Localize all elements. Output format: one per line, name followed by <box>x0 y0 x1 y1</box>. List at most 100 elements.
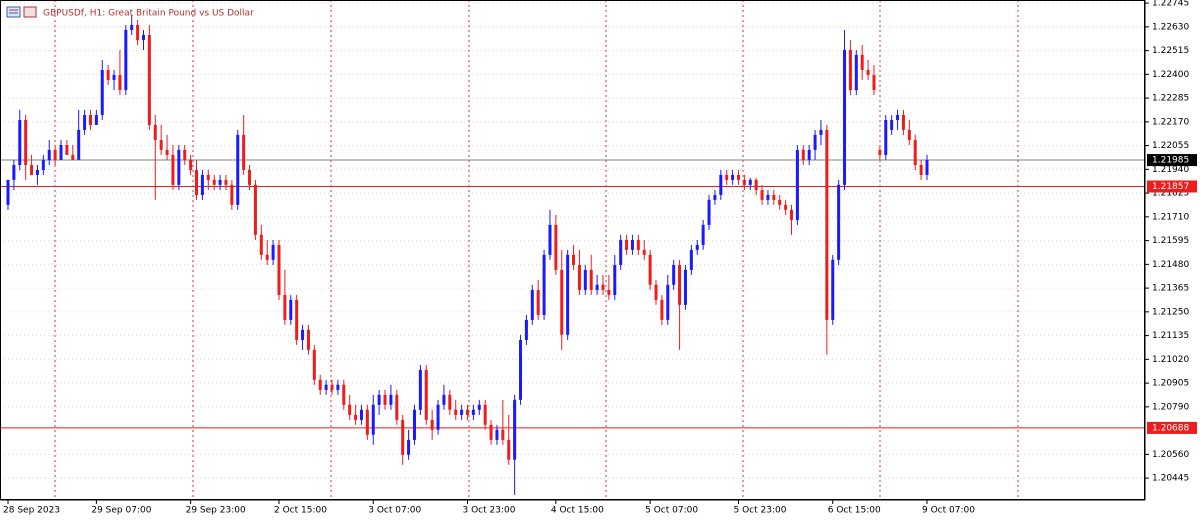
candle-body <box>619 239 623 265</box>
day-separators <box>54 0 1019 500</box>
candle-body <box>6 179 10 205</box>
candle-body <box>59 144 63 160</box>
candle-body <box>289 299 293 320</box>
candle-body <box>583 269 587 290</box>
candle-body <box>630 239 634 250</box>
candle-body <box>136 24 140 41</box>
candle-body <box>159 140 163 150</box>
candle-body <box>725 174 729 180</box>
price-level-box <box>1147 154 1197 167</box>
candle-body <box>589 269 593 290</box>
candle-body <box>141 34 145 41</box>
candle-body <box>83 115 87 130</box>
candle-body <box>843 49 847 185</box>
y-tick-label: 1.21250 <box>1152 307 1189 317</box>
candle-body <box>30 165 34 175</box>
candle-body <box>189 159 193 170</box>
candle-body <box>242 134 246 170</box>
candle-body <box>200 174 204 195</box>
x-tick-label: 9 Oct 07:00 <box>922 506 975 516</box>
candle-body <box>819 129 823 135</box>
x-tick-label: 29 Sep 07:00 <box>91 506 151 516</box>
candle-body <box>736 174 740 180</box>
candle-body <box>784 204 788 210</box>
candle-body <box>801 149 805 160</box>
candle-body <box>813 134 817 150</box>
candle-body <box>707 199 711 225</box>
candle-body <box>147 34 151 125</box>
candle-body <box>448 394 452 410</box>
candle-body <box>872 74 876 91</box>
candle-body <box>489 424 493 440</box>
candle-body <box>106 70 110 80</box>
candle-body <box>35 169 39 175</box>
y-tick-label: 1.20905 <box>1152 379 1189 389</box>
y-tick-label: 1.22515 <box>1152 46 1189 56</box>
candle-body <box>171 154 175 185</box>
candle-body <box>595 284 599 290</box>
candle-body <box>153 124 157 141</box>
candle-body <box>660 299 664 320</box>
candle-body <box>436 404 440 430</box>
candle-body <box>601 284 605 290</box>
candle-body <box>306 329 310 350</box>
candle-body <box>259 234 263 255</box>
title-icon <box>23 6 37 18</box>
candle-body <box>248 169 252 185</box>
candle-body <box>88 115 92 125</box>
candle-body <box>283 294 287 320</box>
candle-body <box>12 165 16 180</box>
candle-body <box>407 439 411 455</box>
candle-body <box>18 119 22 166</box>
candle-body <box>554 224 558 270</box>
candle-body <box>896 115 900 120</box>
chart-title: GBPUSDf, H1: Great Britain Pound vs US D… <box>43 9 254 19</box>
candle-body <box>878 149 882 155</box>
candle-body <box>195 169 199 195</box>
candle-body <box>130 24 134 30</box>
candle-body <box>460 409 464 415</box>
candle-body <box>754 179 758 191</box>
candle-body <box>418 369 422 410</box>
candle-body <box>218 179 222 185</box>
candle-body <box>890 119 894 130</box>
candle-body <box>454 409 458 415</box>
candle-body <box>795 149 799 220</box>
candle-body <box>359 409 363 420</box>
x-tick-label: 5 Oct 23:00 <box>733 506 786 516</box>
candle-body <box>466 409 469 415</box>
candle-body <box>901 115 905 130</box>
y-tick-label: 1.21020 <box>1152 355 1189 365</box>
y-tick-label: 1.21940 <box>1152 165 1189 175</box>
candle-body <box>513 399 517 460</box>
candle-body <box>118 74 122 91</box>
x-tick-label: 6 Oct 15:00 <box>828 506 881 516</box>
candle-body <box>277 244 281 295</box>
candle-body <box>177 149 181 185</box>
candle-body <box>471 409 475 415</box>
x-tick-label: 4 Oct 15:00 <box>551 506 604 516</box>
axes: 1.22745 1.22630 1.22515 1.22400 1.22285 1.221… <box>3 0 1197 516</box>
candle-body <box>71 154 75 160</box>
candle-body <box>507 439 511 460</box>
candle-body <box>395 394 399 420</box>
candle-body <box>318 379 322 390</box>
y-tick-label: 1.21135 <box>1152 331 1189 341</box>
candle-body <box>442 394 446 405</box>
candle-body <box>100 70 104 116</box>
candle-body <box>124 29 128 91</box>
candle-body <box>312 349 316 380</box>
candle-body <box>389 394 393 405</box>
candle-body <box>301 329 305 340</box>
candle-body <box>94 115 98 125</box>
candle-body <box>501 429 505 440</box>
candle-body <box>377 394 381 405</box>
price-level-label: 1.21985 <box>1152 156 1189 166</box>
candle-body <box>919 165 923 175</box>
candle-body <box>742 179 746 185</box>
y-tick-label: 1.21595 <box>1152 236 1189 246</box>
candle-body <box>884 119 888 155</box>
candle-body <box>371 404 375 435</box>
